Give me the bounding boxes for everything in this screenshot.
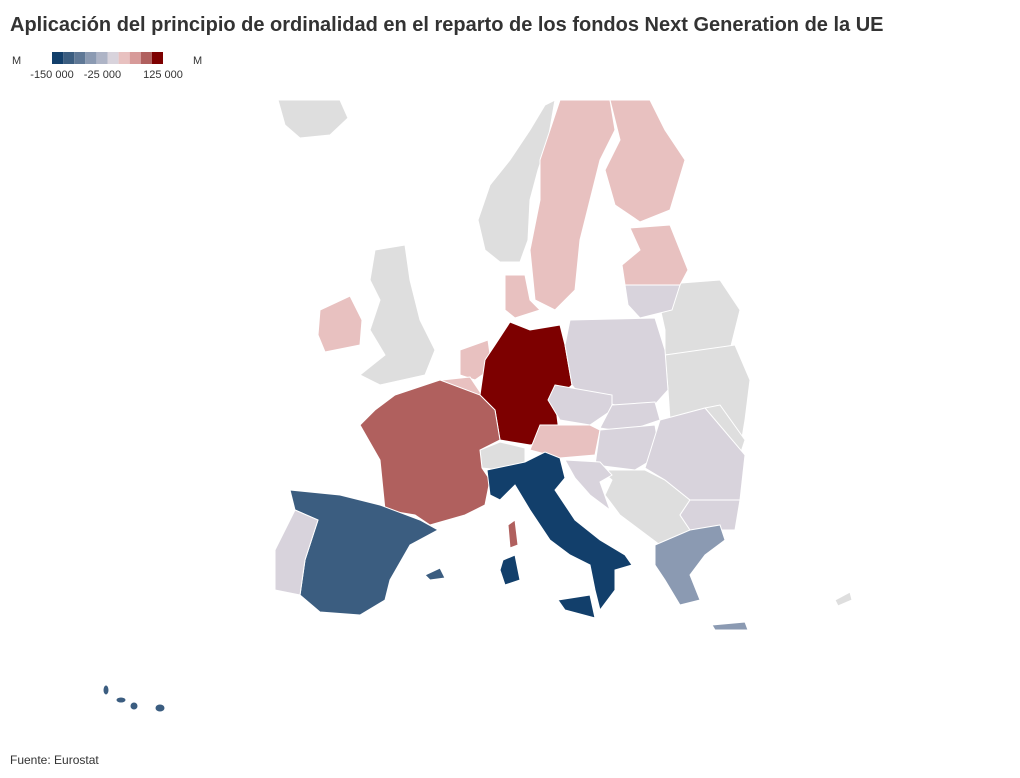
- legend-swatch: [74, 52, 86, 64]
- source: Fuente: Eurostat: [10, 753, 99, 767]
- legend-swatch: [107, 52, 119, 64]
- region: [834, 591, 853, 607]
- region: [486, 451, 633, 612]
- region: [624, 284, 681, 319]
- region: [529, 424, 601, 459]
- region: [129, 701, 139, 711]
- region: [557, 594, 596, 619]
- legend-label: 125 000: [143, 69, 183, 81]
- legend-swatch: [52, 52, 64, 64]
- legend-swatch: [118, 52, 130, 64]
- region: [529, 99, 616, 311]
- legend-swatch: [151, 52, 163, 64]
- legend-label: -25 000: [84, 69, 121, 81]
- region: [507, 519, 519, 549]
- region: [679, 499, 741, 531]
- region: [424, 567, 446, 581]
- legend-swatch: [63, 52, 75, 64]
- legend-swatch: [129, 52, 141, 64]
- region: [621, 224, 689, 286]
- region: [604, 99, 686, 223]
- region: [654, 524, 726, 606]
- region: [102, 684, 110, 696]
- legend-swatch: [140, 52, 152, 64]
- legend-unit: M: [193, 55, 202, 67]
- region: [317, 295, 363, 353]
- region: [154, 703, 166, 713]
- title: Aplicación del principio de ordinalidad …: [10, 14, 884, 36]
- legend-swatch: [96, 52, 108, 64]
- region: [359, 244, 436, 386]
- region: [504, 274, 541, 319]
- legend: -150 000 -25 000 125 000: [30, 52, 183, 81]
- region: [499, 554, 521, 586]
- region: [274, 509, 319, 596]
- region: [477, 99, 556, 263]
- legend-unit: M: [12, 55, 21, 67]
- region: [115, 696, 127, 704]
- legend-swatch: [85, 52, 97, 64]
- region: [277, 99, 349, 139]
- legend-label: -150 000: [30, 69, 73, 81]
- region: [711, 621, 749, 631]
- region: [564, 459, 613, 512]
- map: [102, 99, 853, 713]
- region: [359, 379, 501, 526]
